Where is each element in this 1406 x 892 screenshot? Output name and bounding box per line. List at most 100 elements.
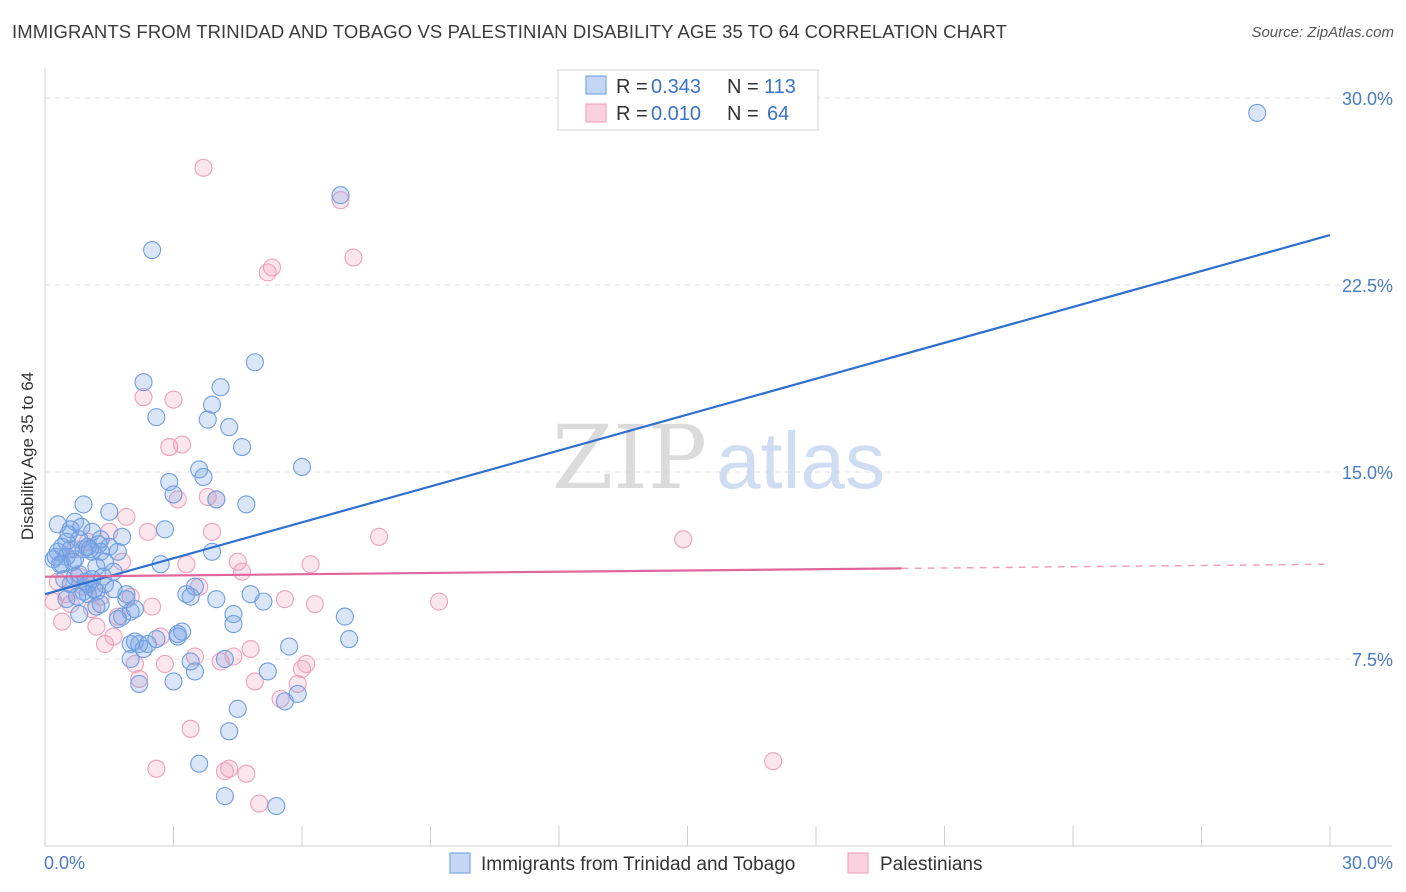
data-point-blue <box>100 502 119 521</box>
data-point-blue <box>224 605 243 624</box>
data-point-blue <box>207 590 226 609</box>
data-point-pink <box>237 764 256 783</box>
data-point-blue <box>138 634 157 654</box>
data-point-blue <box>181 652 200 671</box>
data-point-blue <box>108 610 127 629</box>
data-point-pink <box>301 555 320 574</box>
data-point-blue <box>280 637 299 656</box>
data-point-pink <box>674 530 693 549</box>
y-axis-title: Disability Age 35 to 64 <box>18 372 37 540</box>
data-point-pink <box>87 617 106 636</box>
data-point-blue <box>70 605 89 624</box>
stats-n-label-pink: N = <box>727 103 759 125</box>
y-tick-label: 15.0% <box>1342 463 1393 483</box>
stats-r-label-blue: R = <box>616 76 648 98</box>
data-point-pink <box>203 522 222 541</box>
grid-lines <box>45 97 1392 660</box>
data-point-blue <box>121 649 140 669</box>
data-point-blue <box>46 547 65 566</box>
watermark-zip: ZIP <box>552 406 707 509</box>
data-point-pink <box>331 191 350 210</box>
data-points <box>44 103 1267 816</box>
trend-line-blue <box>44 234 1331 596</box>
page-title: IMMIGRANTS FROM TRINIDAD AND TOBAGO VS P… <box>12 21 1008 42</box>
data-point-blue <box>130 674 149 693</box>
data-point-pink <box>288 674 307 693</box>
data-point-blue <box>1248 103 1267 122</box>
data-point-pink <box>245 672 264 691</box>
data-point-blue <box>185 577 204 596</box>
stats-n-label-blue: N = <box>727 76 759 98</box>
data-point-pink <box>241 639 260 659</box>
series-legend-label-pink: Palestinians <box>880 854 982 875</box>
data-point-blue <box>63 552 82 571</box>
data-point-pink <box>130 669 149 688</box>
stats-r-value-blue: 0.343 <box>651 76 701 98</box>
data-point-pink <box>155 654 174 674</box>
data-point-blue <box>147 629 166 649</box>
data-point-pink <box>228 552 247 571</box>
data-point-blue <box>134 373 153 392</box>
data-point-blue <box>220 722 239 741</box>
series-legend-swatch-blue <box>449 852 471 874</box>
data-point-blue <box>113 527 132 546</box>
data-point-pink <box>164 390 183 409</box>
data-point-blue <box>215 787 234 806</box>
data-point-blue <box>155 520 174 539</box>
data-point-pink <box>344 248 363 267</box>
data-point-blue <box>190 754 209 773</box>
data-point-pink <box>104 627 123 646</box>
data-point-blue <box>335 607 354 626</box>
data-point-blue <box>125 600 144 619</box>
data-point-blue <box>104 580 123 599</box>
data-point-pink <box>370 527 389 546</box>
data-point-blue <box>232 437 252 457</box>
data-point-blue <box>164 485 183 504</box>
trend-lines <box>44 234 1331 596</box>
data-point-blue <box>143 241 162 260</box>
data-point-pink <box>232 562 252 581</box>
y-tick-label: 7.5% <box>1352 650 1393 670</box>
data-point-blue <box>198 410 217 429</box>
data-point-blue <box>254 592 273 611</box>
x-tick-label: 0.0% <box>44 853 85 873</box>
data-point-blue <box>80 540 100 559</box>
trend-line-pink-dashed <box>901 563 1331 570</box>
data-point-pink <box>147 759 166 778</box>
data-point-blue <box>57 590 76 609</box>
stats-n-value-pink: 64 <box>767 103 789 125</box>
data-point-blue <box>203 395 222 414</box>
stats-legend-swatch-blue <box>585 75 607 95</box>
watermark: ZIP atlas <box>552 406 885 509</box>
data-point-pink <box>305 595 324 614</box>
data-point-pink <box>194 158 213 177</box>
data-point-blue <box>108 542 127 561</box>
data-point-blue <box>91 595 110 614</box>
series-legend-swatch-pink <box>847 852 869 874</box>
y-tick-label: 22.5% <box>1342 276 1393 296</box>
data-point-blue <box>258 662 277 681</box>
data-point-blue <box>207 490 226 509</box>
data-point-blue <box>340 629 359 649</box>
axes: 7.5% 15.0% 22.5% 30.0% 0.0% 30.0% <box>44 68 1393 873</box>
y-tick-label: 30.0% <box>1342 89 1393 109</box>
data-point-blue <box>147 408 166 427</box>
data-point-pink <box>117 507 136 526</box>
data-point-blue <box>288 684 307 703</box>
data-point-blue <box>267 797 286 816</box>
data-point-blue <box>194 467 213 487</box>
data-point-blue <box>168 625 187 644</box>
data-point-blue <box>100 537 119 556</box>
data-point-pink <box>250 794 269 813</box>
data-point-pink <box>430 592 449 611</box>
data-point-blue <box>292 457 312 477</box>
data-point-blue <box>55 570 74 589</box>
data-point-pink <box>143 597 162 616</box>
data-point-pink <box>275 590 294 609</box>
data-point-pink <box>134 388 153 407</box>
data-point-pink <box>262 258 282 277</box>
data-point-pink <box>53 612 72 631</box>
data-point-blue <box>215 649 234 669</box>
data-point-blue <box>228 699 247 718</box>
